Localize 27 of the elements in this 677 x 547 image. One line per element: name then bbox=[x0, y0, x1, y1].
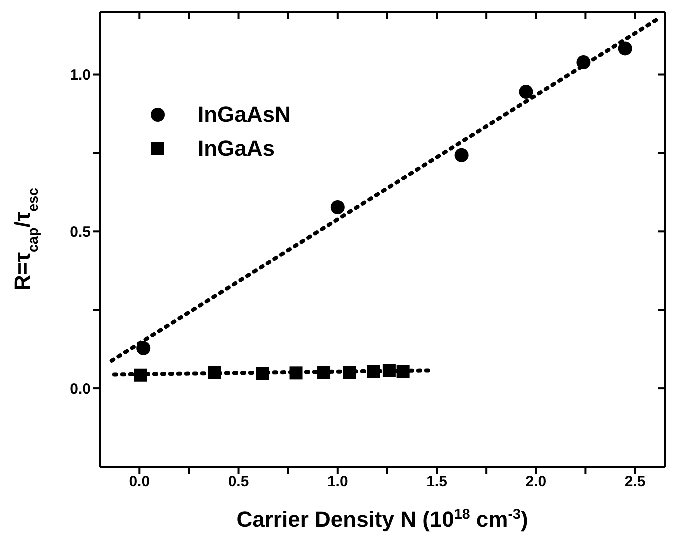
point bbox=[134, 368, 148, 382]
x-tick-label: 0.0 bbox=[129, 474, 150, 491]
point bbox=[290, 366, 303, 380]
x-tick-label: 1.5 bbox=[426, 474, 448, 491]
y-tick-label: 0.5 bbox=[70, 224, 91, 241]
point bbox=[618, 42, 632, 56]
point bbox=[367, 365, 380, 378]
point bbox=[136, 341, 151, 356]
point bbox=[343, 366, 356, 380]
point bbox=[256, 367, 270, 380]
x-axis-title: Carrier Density N (10$^{18}$ cm$^{-3}$) bbox=[236, 507, 528, 532]
point bbox=[396, 365, 410, 378]
point bbox=[318, 366, 331, 380]
x-tick-label: 2.0 bbox=[526, 474, 547, 491]
legend-label: InGaAs bbox=[198, 136, 276, 162]
x-tick-label: 0.5 bbox=[228, 474, 250, 491]
point bbox=[330, 200, 345, 214]
point bbox=[576, 56, 591, 70]
point bbox=[382, 364, 396, 378]
y-tick-label: 1.0 bbox=[70, 67, 91, 84]
legend-label: InGaAsN bbox=[198, 102, 291, 128]
x-tick-label: 1.0 bbox=[327, 474, 348, 491]
point bbox=[519, 85, 534, 100]
point bbox=[208, 366, 222, 380]
y-tick-label: 0.0 bbox=[70, 380, 91, 398]
x-tick-label: 2.5 bbox=[624, 474, 646, 491]
point bbox=[454, 148, 469, 162]
